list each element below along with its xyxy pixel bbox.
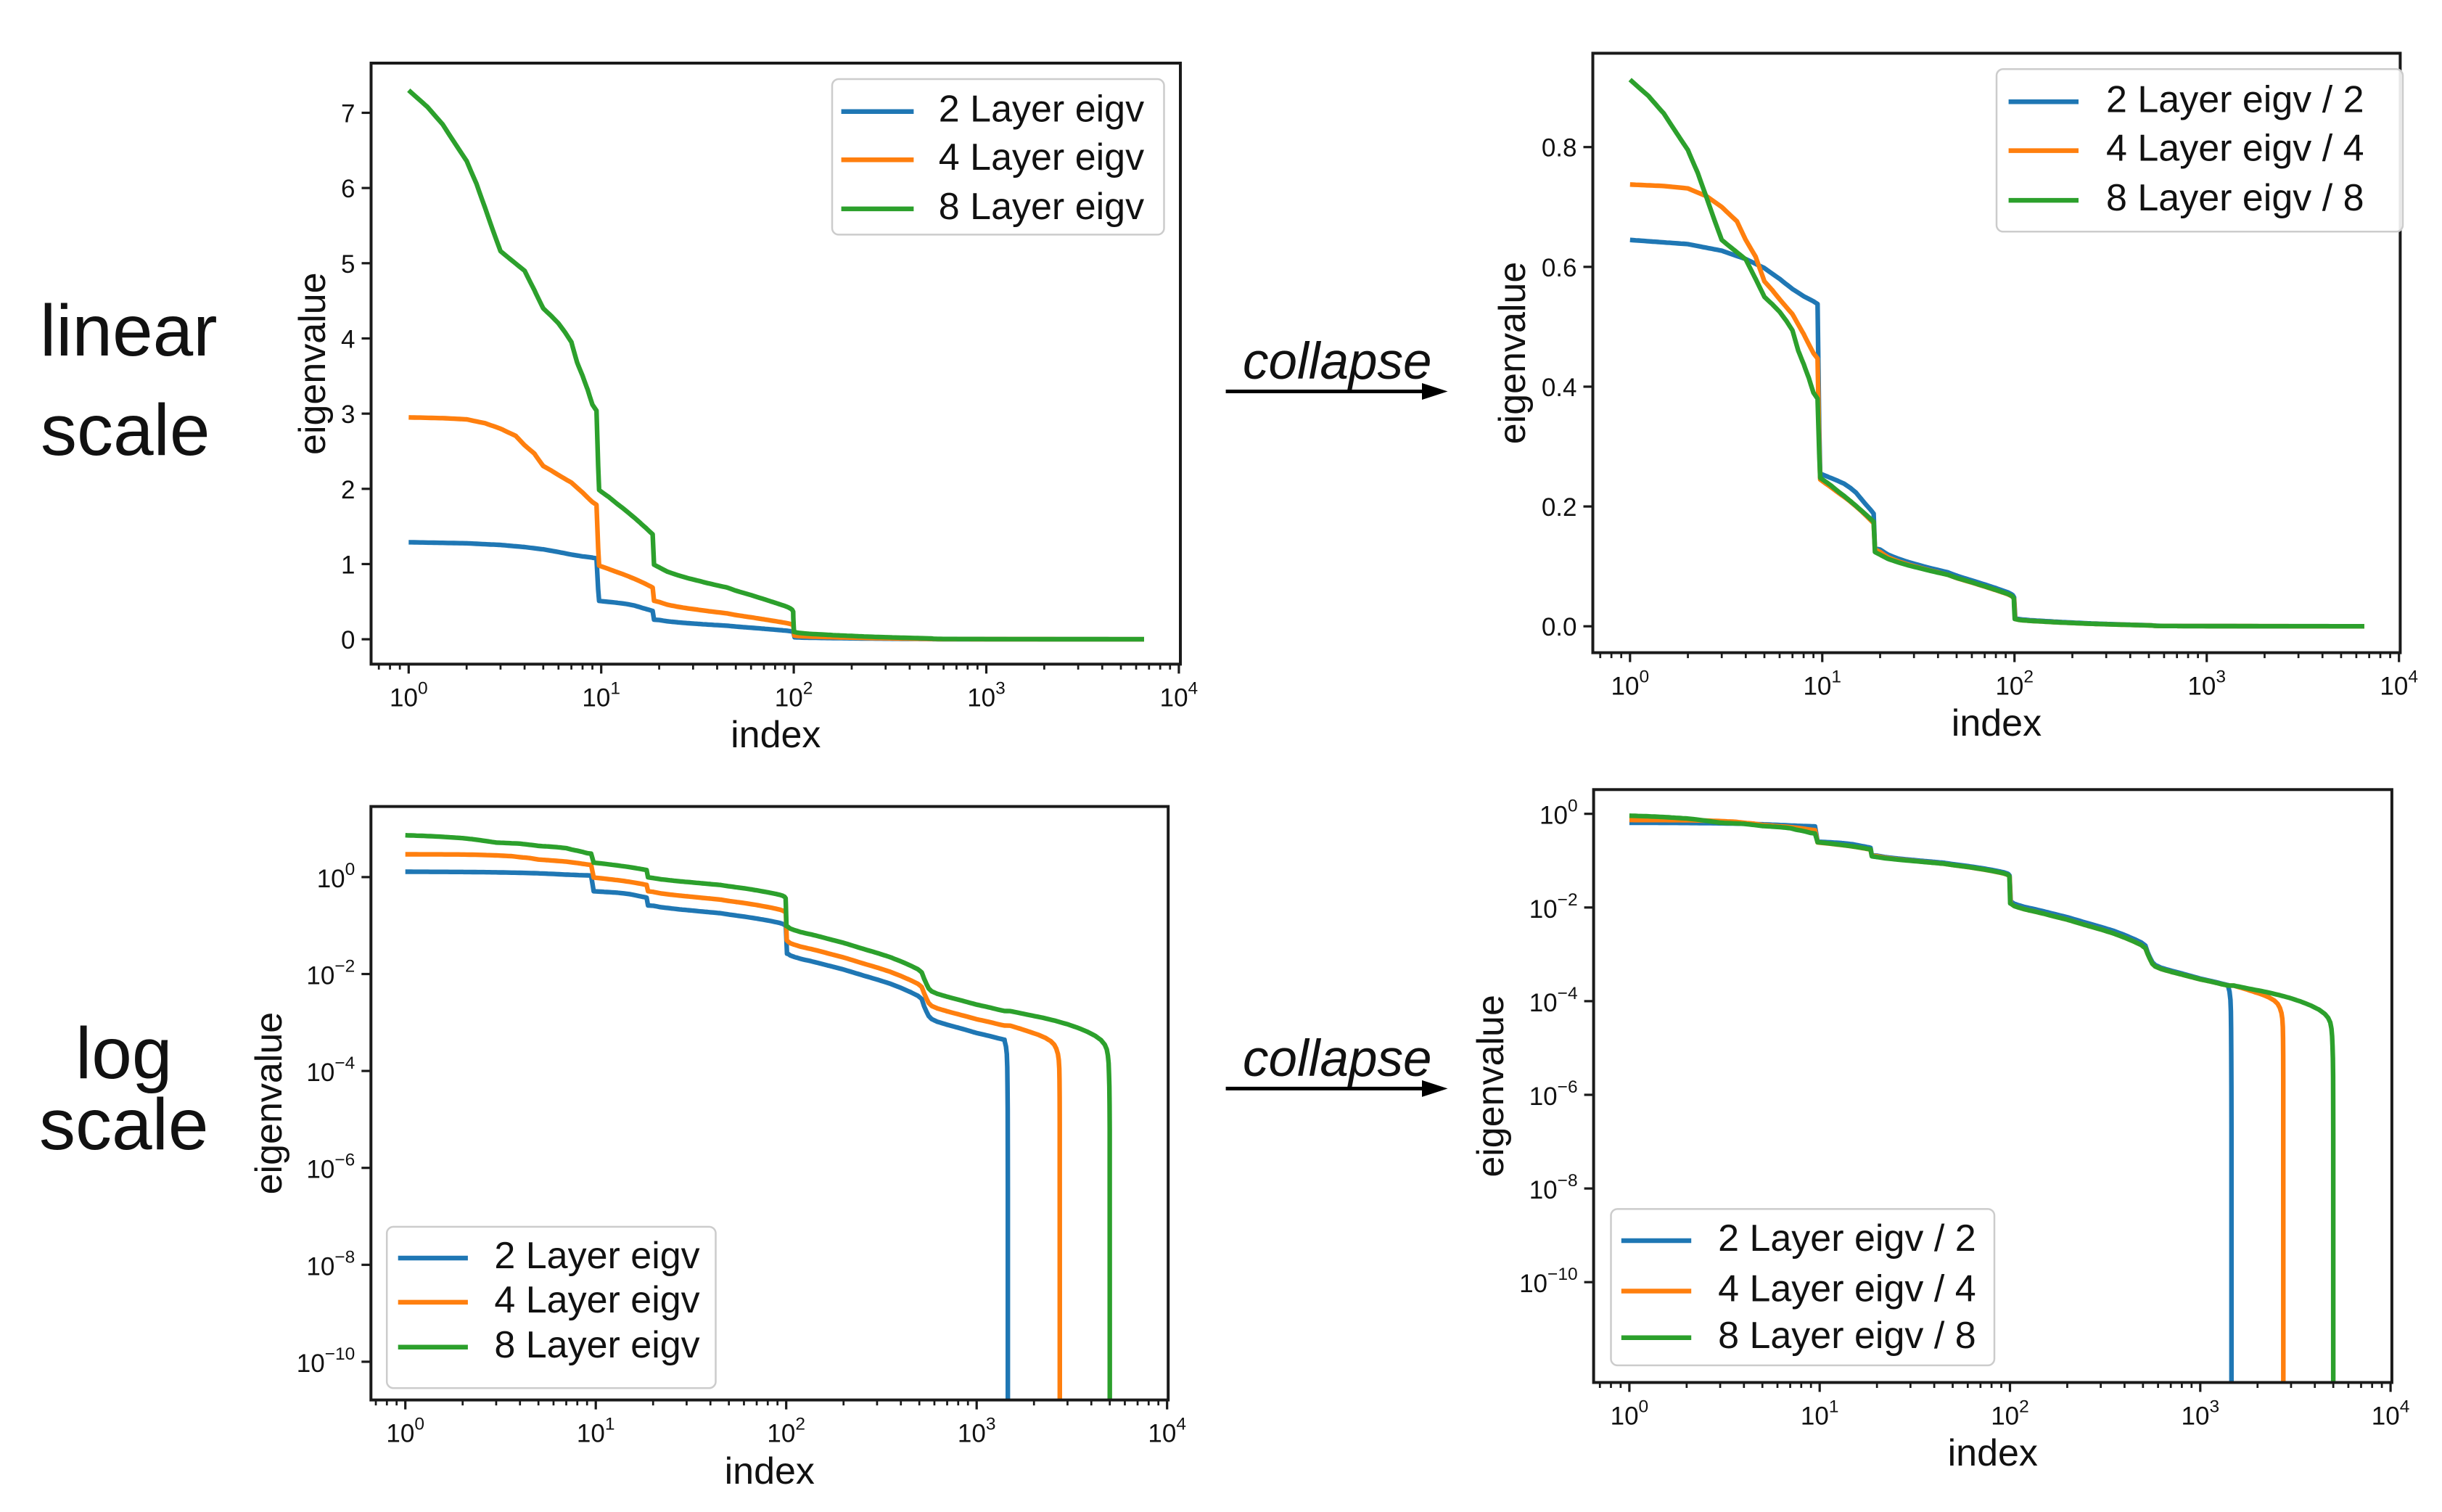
svg-text:6: 6 <box>341 175 355 203</box>
svg-text:101: 101 <box>1803 667 1841 701</box>
svg-text:0.6: 0.6 <box>1542 254 1577 282</box>
svg-text:index: index <box>725 1450 815 1492</box>
svg-text:4 Layer eigv / 4: 4 Layer eigv / 4 <box>2106 128 2364 170</box>
svg-text:2 Layer eigv / 2: 2 Layer eigv / 2 <box>1718 1217 1976 1260</box>
svg-text:101: 101 <box>1801 1397 1839 1431</box>
svg-text:1: 1 <box>341 551 355 579</box>
svg-text:2 Layer eigv: 2 Layer eigv <box>494 1235 699 1277</box>
svg-text:4 Layer eigv / 4: 4 Layer eigv / 4 <box>1718 1268 1976 1310</box>
svg-text:index: index <box>1952 702 2042 744</box>
svg-text:5: 5 <box>341 250 355 279</box>
svg-text:index: index <box>731 714 821 756</box>
svg-text:4: 4 <box>341 325 355 353</box>
svg-text:4 Layer eigv: 4 Layer eigv <box>939 136 1144 178</box>
svg-text:eigenvalue: eigenvalue <box>248 1012 290 1195</box>
svg-text:8 Layer eigv / 8: 8 Layer eigv / 8 <box>2106 177 2364 219</box>
svg-text:scale: scale <box>39 1084 208 1165</box>
svg-text:104: 104 <box>1148 1415 1186 1448</box>
svg-text:0.2: 0.2 <box>1542 493 1577 522</box>
svg-text:104: 104 <box>2372 1397 2410 1431</box>
svg-text:eigenvalue: eigenvalue <box>1470 995 1512 1178</box>
svg-text:8 Layer eigv / 8: 8 Layer eigv / 8 <box>1718 1315 1976 1357</box>
svg-text:2 Layer eigv / 2: 2 Layer eigv / 2 <box>2106 78 2364 120</box>
svg-text:0.4: 0.4 <box>1542 374 1577 402</box>
svg-text:8 Layer eigv: 8 Layer eigv <box>494 1324 699 1366</box>
svg-text:10−8: 10−8 <box>1529 1171 1578 1204</box>
svg-text:eigenvalue: eigenvalue <box>292 272 334 455</box>
svg-text:index: index <box>1948 1432 2038 1474</box>
svg-text:scale: scale <box>41 390 210 471</box>
svg-text:100: 100 <box>390 678 428 712</box>
svg-text:8 Layer eigv: 8 Layer eigv <box>939 186 1144 228</box>
svg-text:2 Layer eigv: 2 Layer eigv <box>939 89 1144 131</box>
svg-text:0.8: 0.8 <box>1542 134 1577 163</box>
svg-text:2: 2 <box>341 476 355 504</box>
svg-text:7: 7 <box>341 99 355 128</box>
svg-text:10−8: 10−8 <box>306 1247 355 1281</box>
svg-text:log: log <box>75 1013 172 1094</box>
svg-text:4 Layer eigv: 4 Layer eigv <box>494 1279 699 1321</box>
svg-text:3: 3 <box>341 400 355 429</box>
svg-text:10−6: 10−6 <box>306 1151 355 1184</box>
svg-text:0: 0 <box>341 626 355 654</box>
svg-text:eigenvalue: eigenvalue <box>1492 262 1534 445</box>
svg-text:collapse: collapse <box>1243 333 1432 390</box>
svg-text:0.0: 0.0 <box>1542 613 1577 641</box>
svg-text:linear: linear <box>40 290 218 371</box>
svg-text:collapse: collapse <box>1243 1030 1432 1088</box>
